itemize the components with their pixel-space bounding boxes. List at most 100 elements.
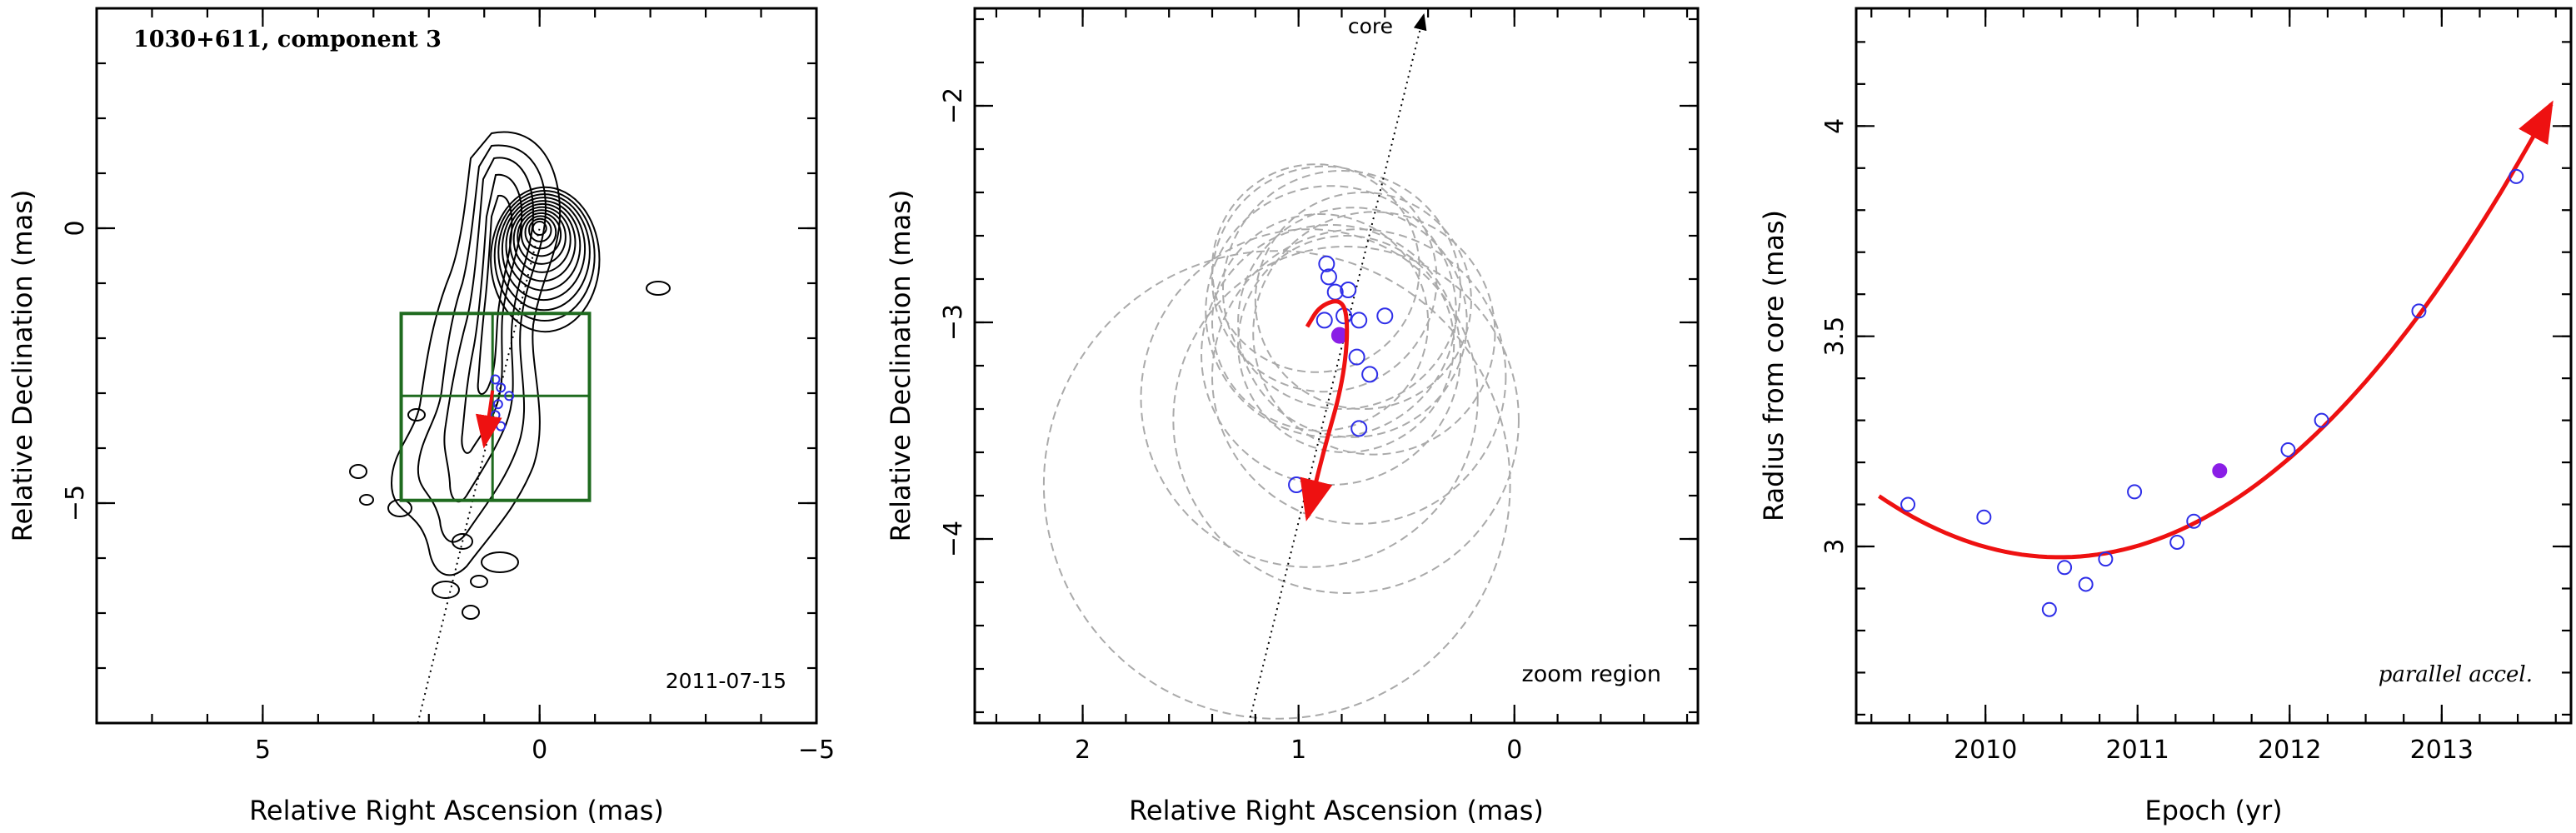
panel2-y-axis-label: Relative Declination (mas): [885, 190, 916, 542]
y-tick-label: 0: [61, 220, 90, 236]
panel3-frame: [1855, 7, 2573, 725]
data-point: [1340, 282, 1357, 298]
panel2-ticks: 2 1 0 −2 −3 −4: [939, 8, 1698, 765]
contour-blob: [432, 581, 460, 599]
error-circle: [1211, 165, 1438, 393]
y-tick-label: −3: [939, 304, 968, 341]
data-point: [2314, 412, 2329, 428]
data-point: [492, 399, 503, 410]
zoom-region-label: zoom region: [1522, 661, 1661, 687]
panel1-plot-content: [349, 131, 671, 723]
panel3-ticks: 2010 2011 2012 2013 3 3.5 4: [1820, 8, 2571, 765]
contour-blob: [470, 575, 488, 588]
data-point: [1376, 307, 1394, 325]
panel3-x-axis-label: Epoch (yr): [2144, 795, 2282, 826]
data-point: [2041, 601, 2057, 617]
jet-contour: [417, 144, 547, 543]
contour-blob: [359, 494, 374, 506]
contour-level: [528, 217, 552, 242]
y-tick-label: 4: [1820, 118, 1850, 134]
x-tick-label: 1: [1290, 736, 1306, 765]
panel1-y-axis-label: Relative Declination (mas): [7, 190, 38, 542]
y-tick-label: −2: [939, 87, 968, 124]
data-point: [2280, 441, 2296, 457]
data-point: [2127, 484, 2143, 500]
contour-blob: [407, 408, 426, 421]
x-tick-label: 0: [1506, 736, 1522, 765]
data-point: [1315, 312, 1333, 329]
contour-blob: [387, 499, 412, 517]
y-tick-label: −4: [939, 521, 968, 557]
contour-level: [501, 197, 587, 302]
error-circle: [1140, 228, 1479, 568]
panel-contour-map: 5 0 −5 0 −5 1030+611, component 3 2011-07-15…: [7, 7, 835, 826]
contour-blob: [481, 551, 519, 573]
data-point: [1350, 312, 1368, 329]
panel-radius-vs-epoch: 2010 2011 2012 2013 3 3.5 4 parallel accel. Ep…: [1758, 7, 2573, 826]
contour-blob: [646, 281, 671, 296]
data-point: [2078, 576, 2094, 592]
jet-axis-to-core: [1248, 12, 1427, 723]
panel3-plot-content: [1878, 100, 2554, 617]
error-circle: [1211, 213, 1430, 431]
contour-blob: [452, 533, 473, 550]
panel-zoom-region: 2 1 0 −2 −3 −4 core zoom region Relative Righ…: [885, 7, 1700, 826]
core-label: core: [1348, 14, 1393, 38]
x-tick-label: 2013: [2410, 736, 2474, 765]
error-circle: [1252, 211, 1496, 456]
jet-contour: [477, 194, 513, 395]
error-circle: [1254, 192, 1472, 410]
y-tick-label: 3: [1820, 538, 1850, 554]
contour-level: [512, 206, 572, 273]
error-circle: [1237, 207, 1468, 438]
error-circle: [1237, 235, 1455, 453]
data-point: [496, 382, 507, 393]
contour-level: [497, 193, 591, 312]
data-point: [1976, 509, 1992, 525]
data-point: [1288, 476, 1305, 493]
jet-contour: [390, 131, 562, 576]
panel1-date-annotation: 2011-07-15: [666, 669, 786, 693]
data-point: [2186, 513, 2202, 529]
contour-blob: [349, 464, 367, 479]
jet-contour: [443, 157, 535, 503]
panel1-ticks: 5 0 −5 0 −5: [61, 7, 835, 765]
data-point: [2098, 551, 2114, 567]
data-point: [1348, 348, 1365, 366]
data-point: [504, 391, 515, 402]
panel1-frame: [95, 7, 818, 725]
data-point: [2057, 560, 2073, 576]
data-point: [490, 374, 501, 385]
contour-level: [505, 200, 582, 292]
error-circle: [1042, 250, 1511, 720]
contour-level: [524, 215, 557, 250]
error-circle: [1205, 185, 1457, 438]
contour-blob: [462, 605, 480, 620]
motion-arrow: [1300, 299, 1350, 521]
contour-level: [490, 186, 601, 333]
y-tick-label: 3.5: [1820, 317, 1850, 357]
contour-map: [349, 131, 671, 620]
x-tick-label: 2012: [2258, 736, 2321, 765]
panel2-marks: [1248, 12, 1427, 723]
panel1-marks: [399, 227, 592, 723]
x-tick-label: 0: [532, 736, 547, 765]
data-point: [496, 421, 507, 431]
data-point: [1350, 420, 1368, 437]
y-tick-label: −5: [61, 485, 90, 521]
fit-curve-arrow: [1878, 100, 2554, 560]
data-point: [1900, 496, 1916, 512]
panel1-x-axis-label: Relative Right Ascension (mas): [249, 795, 664, 826]
filled-point: [2212, 463, 2228, 479]
data-point: [2411, 303, 2427, 319]
data-point: [2169, 534, 2185, 550]
panel3-marks: [1878, 100, 2554, 617]
x-tick-label: 2: [1075, 736, 1091, 765]
parallel-accel-label: parallel accel.: [2379, 662, 2533, 687]
panel3-y-axis-label: Radius from core (mas): [1758, 210, 1790, 521]
data-point: [2509, 168, 2524, 184]
fit-circles: [1042, 163, 1520, 720]
contour-level: [520, 212, 562, 257]
x-tick-label: 5: [255, 736, 271, 765]
